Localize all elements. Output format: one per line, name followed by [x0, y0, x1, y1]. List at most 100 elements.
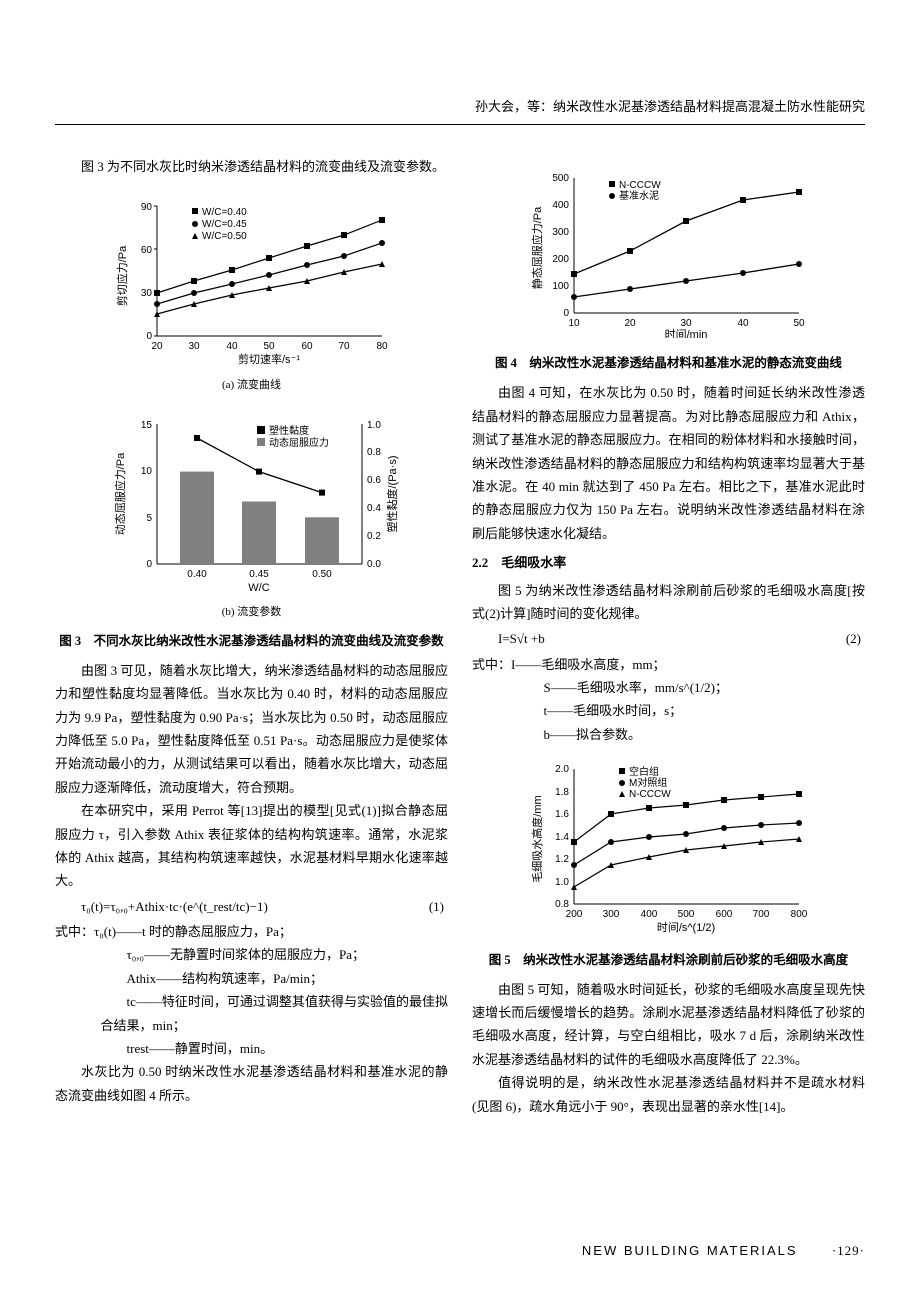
svg-text:500: 500	[552, 173, 569, 184]
svg-text:W/C=0.40: W/C=0.40	[202, 207, 247, 218]
left-def2: Athix——结构构筑速率，Pa/min；	[55, 967, 448, 990]
svg-text:300: 300	[552, 227, 569, 238]
svg-text:基准水泥: 基准水泥	[619, 189, 659, 202]
left-def0: 式中：τ₀(t)——t 时的静态屈服应力，Pa；	[55, 920, 448, 943]
svg-text:1.0: 1.0	[367, 420, 381, 431]
figure-3-caption: 图 3 不同水灰比纳米改性水泥基渗透结晶材料的流变曲线及流变参数	[55, 631, 448, 651]
svg-text:60: 60	[301, 341, 313, 352]
left-def3: tc——特征时间，可通过调整其值获得与实验值的最佳拟合结果，min；	[55, 990, 448, 1037]
left-def4: trest——静置时间，min。	[55, 1037, 448, 1060]
svg-text:700: 700	[752, 909, 769, 920]
eq2-number: (2)	[846, 627, 865, 650]
svg-text:0.40: 0.40	[187, 569, 207, 580]
svg-text:0: 0	[146, 559, 152, 570]
header-rule	[55, 124, 865, 125]
equation-2: I=S√t +b (2)	[472, 625, 865, 652]
eq2-body: I=S√t +b	[498, 627, 545, 650]
running-header-text: 孙大会，等：纳米改性水泥基渗透结晶材料提高混凝土防水性能研究	[475, 99, 865, 114]
left-column: 图 3 为不同水灰比时纳米渗透结晶材料的流变曲线及流变参数。 0 30 60 9…	[55, 155, 448, 1118]
svg-text:N-CCCW: N-CCCW	[619, 180, 661, 191]
svg-text:20: 20	[151, 341, 163, 352]
figure-5-caption: 图 5 纳米改性水泥基渗透结晶材料涂刷前后砂浆的毛细吸水高度	[472, 950, 865, 970]
figure-4-caption: 图 4 纳米改性水泥基渗透结晶材料和基准水泥的静态流变曲线	[472, 353, 865, 373]
svg-text:600: 600	[715, 909, 732, 920]
svg-text:0.45: 0.45	[249, 569, 269, 580]
svg-text:60: 60	[140, 245, 152, 256]
svg-text:10: 10	[140, 466, 152, 477]
svg-text:90: 90	[140, 202, 152, 213]
right-column: 0100200 300400500 102030 4050 N-CCCW 基准水…	[472, 155, 865, 1118]
fig3b-subcaption: (b) 流变参数	[55, 603, 448, 623]
svg-text:80: 80	[376, 341, 388, 352]
fig3a-subcaption: (a) 流变曲线	[55, 376, 448, 396]
svg-text:1.0: 1.0	[555, 877, 569, 888]
svg-text:W/C=0.50: W/C=0.50	[202, 231, 247, 242]
fig3b-xlabel: W/C	[248, 582, 269, 594]
svg-text:N-CCCW: N-CCCW	[629, 789, 671, 800]
svg-text:1.8: 1.8	[555, 787, 569, 798]
svg-text:40: 40	[737, 318, 749, 329]
left-p3: 水灰比为 0.50 时纳米改性水泥基渗透结晶材料和基准水泥的静态流变曲线如图 4…	[55, 1060, 448, 1107]
running-header: 孙大会，等：纳米改性水泥基渗透结晶材料提高混凝土防水性能研究	[475, 95, 865, 118]
right-def3: b——拟合参数。	[472, 723, 865, 746]
svg-text:100: 100	[552, 281, 569, 292]
svg-text:400: 400	[640, 909, 657, 920]
svg-text:200: 200	[552, 254, 569, 265]
right-p2: 图 5 为纳米改性渗透结晶材料涂刷前后砂浆的毛细吸水高度[按式(2)计算]随时间…	[472, 579, 865, 626]
svg-text:30: 30	[188, 341, 200, 352]
left-p1: 由图 3 可见，随着水灰比增大，纳米渗透结晶材料的动态屈服应力和塑性黏度均显著降…	[55, 659, 448, 799]
right-def2: t——毛细吸水时间，s；	[472, 699, 865, 722]
footer-brand: NEW BUILDING MATERIALS	[582, 1243, 798, 1258]
fig3a-ylabel: 剪切应力/Pa	[115, 245, 129, 306]
svg-text:70: 70	[338, 341, 350, 352]
fig4-ylabel: 静态屈服应力/Pa	[530, 206, 544, 289]
svg-text:塑性黏度: 塑性黏度	[269, 424, 309, 437]
fig3b-y1label: 动态屈服应力/Pa	[113, 451, 127, 534]
fig5-ylabel: 毛细吸水高度/mm	[530, 796, 544, 883]
left-def1: τ₀,₀——无静置时间浆体的屈服应力，Pa；	[55, 943, 448, 966]
svg-text:50: 50	[793, 318, 805, 329]
svg-text:0.8: 0.8	[367, 447, 381, 458]
right-p3: 由图 5 可知，随着吸水时间延长，砂浆的毛细吸水高度呈现先快速增长而后缓慢增长的…	[472, 978, 865, 1072]
left-intro: 图 3 为不同水灰比时纳米渗透结晶材料的流变曲线及流变参数。	[55, 155, 448, 178]
figure-4: 0100200 300400500 102030 4050 N-CCCW 基准水…	[472, 163, 865, 345]
svg-text:5: 5	[146, 513, 152, 524]
svg-text:1.6: 1.6	[555, 809, 569, 820]
fig3b-y2label: 塑性黏度/(Pa·s)	[385, 455, 399, 532]
svg-text:400: 400	[552, 200, 569, 211]
svg-text:M对照组: M对照组	[629, 776, 667, 789]
svg-text:动态屈服应力: 动态屈服应力	[269, 436, 329, 449]
svg-text:0.50: 0.50	[312, 569, 332, 580]
figure-3b: 051015 0.00.20.40.60.81.0 0.400.450.50	[55, 404, 448, 623]
svg-text:空白组: 空白组	[629, 765, 659, 778]
page-content: 图 3 为不同水灰比时纳米渗透结晶材料的流变曲线及流变参数。 0 30 60 9…	[55, 155, 865, 1118]
equation-1: τ₀(t)=τ₀,₀+Athix·tc·(e^(t_rest/tc)−1) (1…	[55, 893, 448, 920]
svg-text:15: 15	[140, 420, 152, 431]
svg-text:10: 10	[568, 318, 580, 329]
svg-text:200: 200	[565, 909, 582, 920]
svg-text:20: 20	[624, 318, 636, 329]
svg-text:50: 50	[263, 341, 275, 352]
fig3a-xlabel: 剪切速率/s⁻¹	[237, 352, 299, 366]
fig4-xlabel: 时间/min	[664, 328, 707, 338]
svg-text:300: 300	[602, 909, 619, 920]
svg-text:W/C=0.45: W/C=0.45	[202, 219, 247, 230]
svg-text:0.2: 0.2	[367, 531, 381, 542]
right-def1: S——毛细吸水率，mm/s^(1/2)；	[472, 676, 865, 699]
svg-text:30: 30	[680, 318, 692, 329]
section-2-2-title: 2.2 毛细吸水率	[472, 551, 865, 574]
svg-text:1.4: 1.4	[555, 832, 569, 843]
fig5-xlabel: 时间/s^(1/2)	[656, 921, 714, 934]
figure-3a: 0 30 60 90 203040 506070 80	[55, 186, 448, 395]
svg-text:800: 800	[790, 909, 807, 920]
footer-page-number: ·129·	[832, 1243, 865, 1258]
svg-text:500: 500	[677, 909, 694, 920]
eq1-number: (1)	[429, 895, 448, 918]
eq1-body: τ₀(t)=τ₀,₀+Athix·tc·(e^(t_rest/tc)−1)	[81, 895, 268, 918]
right-p4: 值得说明的是，纳米改性水泥基渗透结晶材料并不是疏水材料(见图 6)，疏水角远小于…	[472, 1071, 865, 1118]
page-footer: NEW BUILDING MATERIALS ·129·	[582, 1239, 865, 1262]
right-def0: 式中：I——毛细吸水高度，mm；	[472, 653, 865, 676]
left-p2: 在本研究中，采用 Perrot 等[13]提出的模型[见式(1)]拟合静态屈服应…	[55, 799, 448, 893]
figure-5: 0.81.01.2 1.41.61.82.0 200300400 5006007…	[472, 754, 865, 941]
svg-text:0.4: 0.4	[367, 503, 381, 514]
